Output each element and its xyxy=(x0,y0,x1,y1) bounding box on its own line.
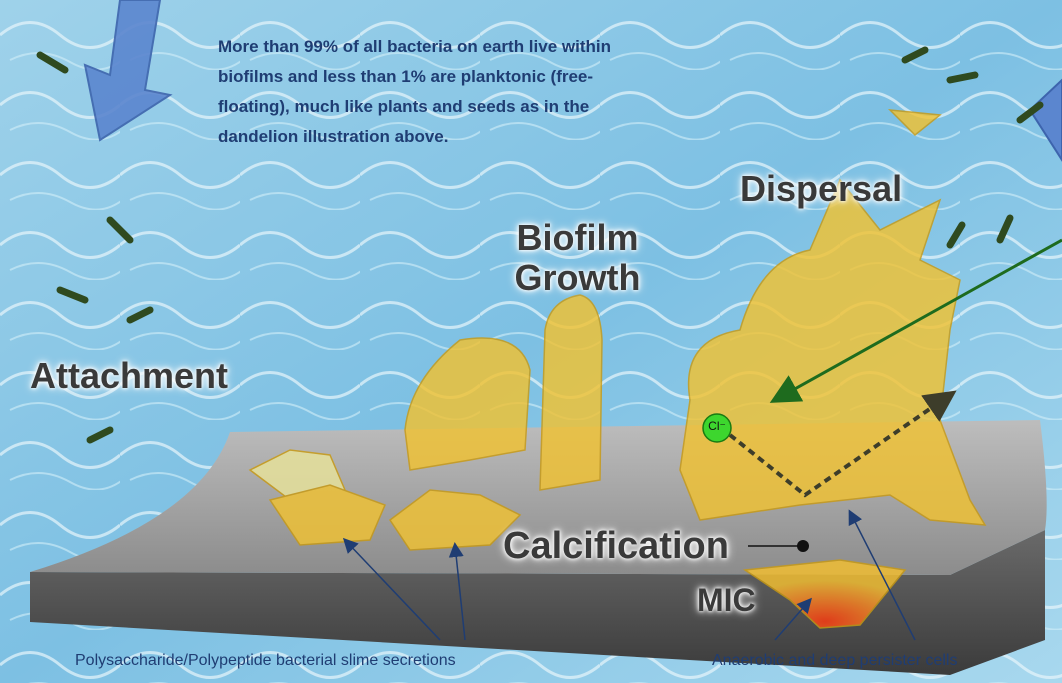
growth-label: Biofilm Growth xyxy=(514,217,641,298)
ion-label: Cl⁻ xyxy=(708,419,726,433)
calcification-label: Calcification xyxy=(503,525,729,567)
attachment-label: Attachment xyxy=(30,355,229,396)
note: More than 99% of all bacteria on earth l… xyxy=(218,37,611,146)
persister-caption: Anaerobic and deep persister cells xyxy=(712,652,958,669)
slime-caption: Polysaccharide/Polypeptide bacterial sli… xyxy=(75,652,456,669)
mic-label: MIC xyxy=(697,582,756,618)
dispersal-label: Dispersal xyxy=(740,168,903,209)
